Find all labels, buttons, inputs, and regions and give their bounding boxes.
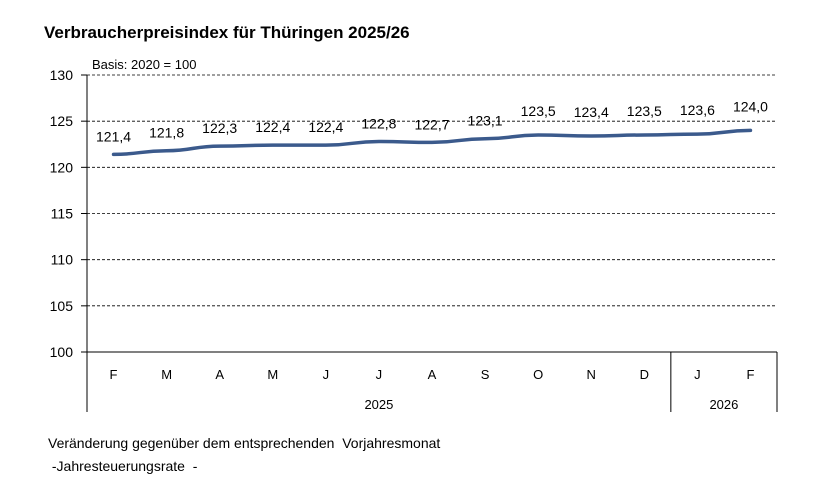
data-label: 122,3 — [202, 120, 237, 136]
data-label: 121,4 — [96, 128, 131, 144]
x-tick-label: N — [587, 367, 596, 382]
data-label: 123,5 — [627, 103, 662, 119]
x-tick-label: M — [267, 367, 278, 382]
data-label: 122,4 — [308, 119, 343, 135]
chart-subtitle: Basis: 2020 = 100 — [92, 57, 196, 72]
data-label: 121,8 — [149, 125, 184, 141]
y-tick-label: 105 — [50, 298, 74, 314]
x-tick-label: S — [481, 367, 490, 382]
y-tick-label: 110 — [51, 252, 74, 268]
x-tick-label: J — [694, 367, 701, 382]
x-tick-label: D — [640, 367, 649, 382]
data-label: 123,4 — [574, 104, 609, 120]
data-label: 122,7 — [414, 116, 449, 132]
data-label: 123,6 — [680, 102, 715, 118]
chart-title: Verbraucherpreisindex für Thüringen 2025… — [44, 23, 410, 42]
y-tick-label: 100 — [50, 344, 74, 360]
x-tick-label: O — [533, 367, 543, 382]
x-tick-label: A — [215, 367, 224, 382]
x-tick-label: J — [323, 367, 330, 382]
x-tick-label: F — [746, 367, 754, 382]
x-tick-label: M — [161, 367, 172, 382]
data-label: 122,4 — [255, 119, 290, 135]
year-label: 2026 — [709, 397, 738, 412]
x-tick-label: A — [428, 367, 437, 382]
y-tick-label: 130 — [50, 67, 74, 83]
x-tick-label: F — [110, 367, 118, 382]
footer-line-2: -Jahresteuerungsrate - — [48, 458, 198, 474]
footer-line-1: Veränderung gegenüber dem entsprechenden… — [48, 435, 440, 451]
year-label: 2025 — [364, 397, 393, 412]
y-tick-label: 125 — [50, 113, 74, 129]
data-label: 123,1 — [468, 113, 503, 129]
data-label: 122,8 — [361, 115, 396, 131]
y-tick-label: 120 — [50, 159, 74, 175]
y-tick-label: 115 — [51, 206, 74, 222]
data-label: 123,5 — [521, 103, 556, 119]
data-label: 124,0 — [733, 98, 768, 114]
x-tick-label: J — [376, 367, 383, 382]
